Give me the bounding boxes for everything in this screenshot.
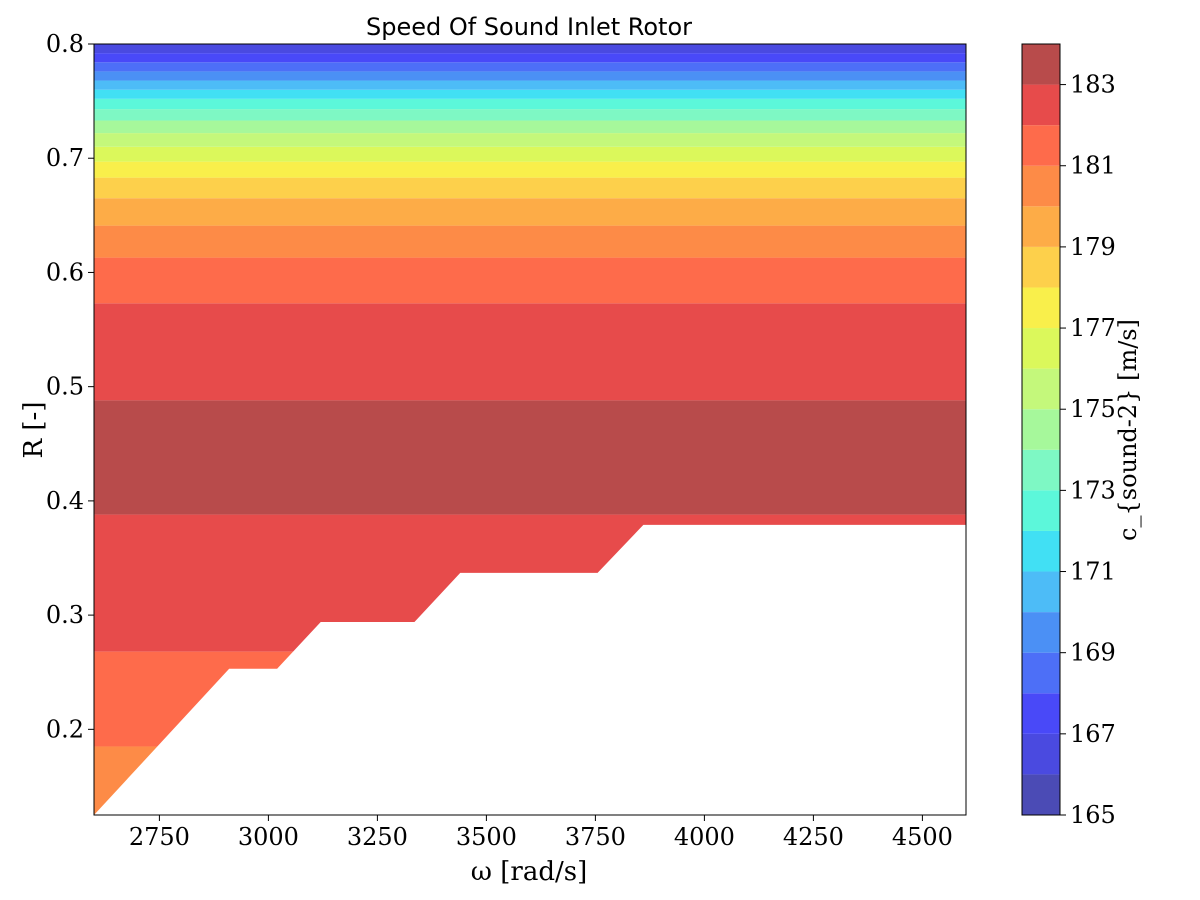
colorbar-ticks: 165 167 169 171 173 175 177 179 181 183 [1060,71,1116,829]
x-tick-label: 3500 [456,823,517,851]
colorbar-tick-label: 183 [1070,71,1116,99]
colorbar-tick-label: 179 [1070,233,1116,261]
contour-band-0 [94,400,966,515]
contour-band-12 [94,120,966,134]
colorbar-segment-3 [1022,652,1060,694]
colorbar-tick-label: 175 [1070,395,1116,423]
colorbar-tick-label: 181 [1070,152,1116,180]
colorbar-tick-label: 173 [1070,476,1116,504]
contour-band-5 [94,225,966,258]
x-tick-label: 4500 [892,823,953,851]
y-tick-label: 0.6 [46,258,84,286]
y-tick-label: 0.4 [46,487,84,515]
colorbar-segment-4 [1022,612,1060,653]
contour-band-14 [94,98,966,110]
x-tick-label: 3750 [565,823,626,851]
colorbar-segment-0 [1022,774,1060,815]
contour-band-8 [94,177,966,199]
chart-title: Speed Of Sound Inlet Rotor [366,13,692,41]
contour-band-15 [94,89,966,99]
x-tick-label: 3250 [347,823,408,851]
y-tick-label: 0.3 [46,601,84,629]
colorbar-segment-17 [1022,84,1060,126]
y-axis-label: R [-] [19,402,49,459]
contour-band-18 [94,62,966,72]
colorbar-segment-16 [1022,125,1060,166]
colorbar-segment-5 [1022,571,1060,613]
contour-band-19 [94,53,966,63]
y-tick-label: 0.5 [46,373,84,401]
contour-band-13 [94,109,966,121]
colorbar-segment-1 [1022,733,1060,775]
y-tick-label: 0.8 [46,30,84,58]
y-axis-ticks: 0.2 0.3 0.4 0.5 0.6 0.7 0.8 [46,30,94,743]
colorbar-segment-9 [1022,409,1060,450]
colorbar-segment-18 [1022,44,1060,85]
colorbar-segment-13 [1022,246,1060,288]
y-tick-label: 0.2 [46,715,84,743]
plot-frame [93,43,967,816]
colorbar-tick-label: 177 [1070,314,1116,342]
colorbar [1021,43,1061,816]
contour-band-11 [94,133,966,147]
colorbar-tick-label: 171 [1070,558,1116,586]
colorbar-segment-6 [1022,530,1060,572]
x-axis-label: ω [rad/s] [471,857,587,887]
colorbar-segment-14 [1022,206,1060,247]
x-tick-label: 4250 [783,823,844,851]
colorbar-frame [1021,43,1061,816]
contour-band-1 [94,303,966,401]
contour-band-16 [94,80,966,90]
x-tick-label: 2750 [129,823,190,851]
colorbar-segment-7 [1022,490,1060,531]
colorbar-label: c_{sound-2} [m/s] [1114,319,1142,541]
x-tick-label: 3000 [238,823,299,851]
colorbar-tick-label: 167 [1070,720,1116,748]
x-axis-ticks: 2750 3000 3250 3500 3750 4000 4250 4500 [129,815,953,851]
x-tick-label: 4000 [674,823,735,851]
y-tick-label: 0.7 [46,144,84,172]
contour-band-3 [94,257,966,304]
colorbar-segment-12 [1022,287,1060,329]
colorbar-segment-15 [1022,165,1060,207]
colorbar-segment-11 [1022,328,1060,369]
invalid-region-mask [94,524,966,815]
colorbar-tick-label: 169 [1070,639,1116,667]
contour-band-9 [94,161,966,178]
contour-band-20 [94,44,966,54]
colorbar-segment-10 [1022,368,1060,410]
contour-band-7 [94,198,966,226]
colorbar-segment-2 [1022,693,1060,734]
contour-band-17 [94,71,966,81]
colorbar-tick-label: 165 [1070,801,1116,829]
colorbar-segment-8 [1022,449,1060,491]
contour-band-10 [94,146,966,162]
